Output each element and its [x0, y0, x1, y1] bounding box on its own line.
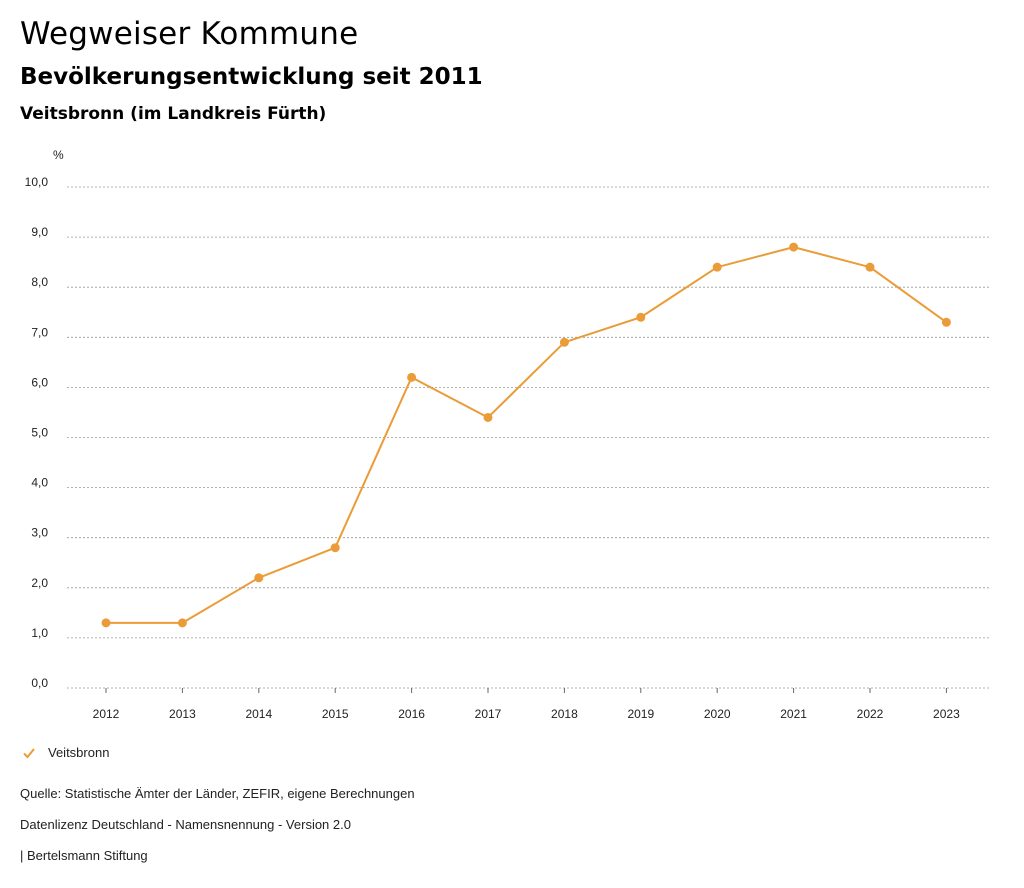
data-point[interactable]	[865, 262, 875, 272]
x-tick-label: 2023	[933, 707, 960, 721]
line-chart: % 0,0 1,0 2,0 3,0 4,0 5,0 6,0 7,0 8,0 9,0 10,0 201…	[25, 148, 990, 721]
data-point[interactable]	[636, 312, 646, 322]
x-tick-label: 2020	[704, 707, 731, 721]
x-tick-label: 2018	[551, 707, 578, 721]
x-tick-label: 2013	[169, 707, 196, 721]
y-tick-label: 8,0	[31, 275, 48, 289]
data-point[interactable]	[483, 412, 493, 422]
check-icon	[23, 747, 35, 758]
data-point[interactable]	[789, 242, 799, 252]
x-tick-label: 2021	[780, 707, 807, 721]
x-tick-label: 2012	[93, 707, 120, 721]
y-tick-label: 6,0	[31, 375, 48, 389]
chart-subtitle: Bevölkerungsentwicklung seit 2011	[20, 64, 483, 90]
x-tick-label: 2015	[322, 707, 349, 721]
data-point[interactable]	[559, 337, 569, 347]
page-title: Wegweiser Kommune	[20, 16, 359, 52]
y-tick-label: 1,0	[31, 626, 48, 640]
series-veitsbronn	[101, 242, 951, 628]
x-axis-ticks: 2012 2013 2014 2015 2016 2017 2018 2019 2020 2021…	[93, 688, 960, 721]
publisher-note: | Bertelsmann Stiftung	[20, 848, 148, 863]
data-point[interactable]	[177, 618, 187, 628]
region-label: Veitsbronn (im Landkreis Fürth)	[20, 104, 327, 124]
legend[interactable]: Veitsbronn	[22, 745, 109, 760]
data-point[interactable]	[407, 372, 417, 382]
x-tick-label: 2014	[245, 707, 272, 721]
data-point[interactable]	[712, 262, 722, 272]
y-axis-unit-label: %	[53, 148, 64, 162]
y-tick-label: 4,0	[31, 476, 48, 490]
legend-label-veitsbronn: Veitsbronn	[48, 745, 110, 760]
series-line	[106, 246, 947, 624]
license-note: Datenlizenz Deutschland - Namensnennung …	[20, 817, 351, 832]
y-tick-label: 2,0	[31, 576, 48, 590]
y-tick-label: 10,0	[25, 175, 49, 189]
y-tick-label: 3,0	[31, 526, 48, 540]
source-note: Quelle: Statistische Ämter der Länder, Z…	[20, 786, 415, 801]
x-tick-label: 2017	[475, 707, 502, 721]
x-tick-label: 2022	[857, 707, 884, 721]
y-axis-ticks: 0,0 1,0 2,0 3,0 4,0 5,0 6,0 7,0 8,0 9,0 10,0	[25, 175, 49, 690]
y-tick-label: 5,0	[31, 426, 48, 440]
data-point[interactable]	[941, 317, 951, 327]
data-point[interactable]	[254, 573, 264, 583]
data-point[interactable]	[101, 618, 111, 628]
x-tick-label: 2016	[398, 707, 425, 721]
data-point[interactable]	[330, 543, 340, 553]
y-tick-label: 0,0	[31, 676, 48, 690]
x-tick-label: 2019	[627, 707, 654, 721]
y-tick-label: 7,0	[31, 325, 48, 339]
y-tick-label: 9,0	[31, 225, 48, 239]
grid-lines	[67, 186, 990, 689]
